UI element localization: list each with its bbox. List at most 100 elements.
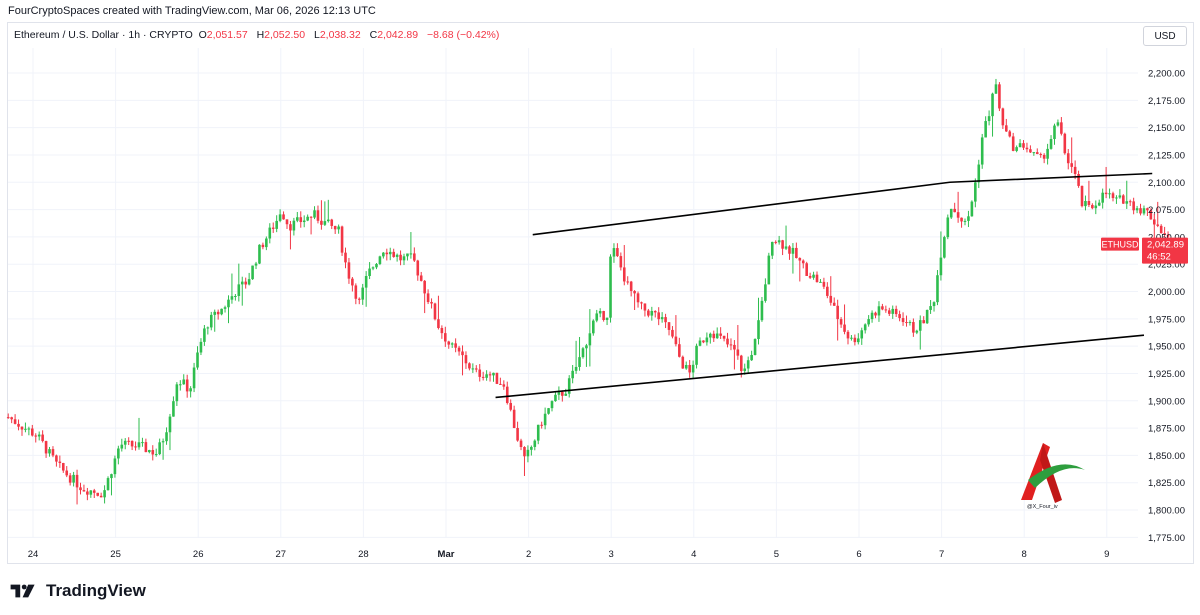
candle-body bbox=[826, 286, 829, 296]
candle-body bbox=[378, 256, 382, 264]
candle-body bbox=[1111, 193, 1115, 199]
candle-body bbox=[1066, 153, 1070, 164]
price-tick-label: 1,925.00 bbox=[1148, 369, 1185, 380]
candle-body bbox=[636, 293, 640, 303]
candle-body bbox=[760, 300, 764, 321]
candle-body bbox=[557, 391, 561, 395]
candle-body bbox=[261, 244, 265, 248]
candle-body bbox=[650, 310, 654, 316]
candle-body bbox=[478, 369, 482, 377]
candle-body bbox=[316, 210, 320, 221]
candle-body bbox=[516, 427, 519, 441]
candle-body bbox=[567, 378, 571, 394]
low-value: 2,038.32 bbox=[319, 29, 361, 41]
candle-body bbox=[282, 214, 285, 220]
candle-body bbox=[275, 220, 278, 229]
candle-body bbox=[509, 402, 513, 410]
candle-body bbox=[41, 434, 44, 442]
candle-body bbox=[151, 450, 155, 455]
candle-body bbox=[251, 265, 254, 280]
candle-body bbox=[698, 340, 702, 346]
candle-body bbox=[437, 319, 440, 328]
price-tick-label: 1,950.00 bbox=[1148, 342, 1185, 353]
candle-body bbox=[626, 281, 630, 283]
candle-body bbox=[805, 263, 808, 276]
candle-body bbox=[1125, 201, 1129, 204]
candle-body bbox=[426, 293, 430, 303]
candle-body bbox=[750, 354, 753, 361]
candle-body bbox=[1029, 149, 1032, 153]
candle-body bbox=[179, 384, 182, 386]
candle-body bbox=[1159, 225, 1163, 234]
candle-body bbox=[753, 339, 757, 355]
candle-body bbox=[678, 344, 681, 357]
candle-body bbox=[836, 305, 839, 320]
trendline-lower-channel bbox=[495, 334, 1145, 399]
candle-body bbox=[798, 258, 802, 261]
candles bbox=[6, 78, 1170, 505]
time-axis: 24 25 26 27 28 Mar 2 3 4 5 6 7 8 9 bbox=[28, 549, 1110, 560]
candle-body bbox=[629, 281, 633, 292]
candle-body bbox=[265, 238, 268, 248]
candle-body bbox=[743, 368, 747, 372]
candle-body bbox=[705, 337, 709, 343]
candle-body bbox=[991, 93, 994, 117]
candle-body bbox=[581, 348, 585, 358]
time-tick-label: 3 bbox=[609, 549, 614, 560]
candle-body bbox=[488, 374, 492, 376]
candle-body bbox=[268, 227, 272, 239]
candle-body bbox=[185, 379, 189, 392]
candle-body bbox=[715, 333, 719, 339]
candle-body bbox=[1049, 139, 1053, 149]
candle-body bbox=[1005, 125, 1008, 132]
candle-body bbox=[203, 328, 206, 342]
time-tick-label: Mar bbox=[438, 549, 455, 560]
candle-body bbox=[746, 360, 750, 369]
candle-body bbox=[1128, 201, 1132, 203]
candle-body bbox=[17, 423, 20, 427]
close-value: 2,042.89 bbox=[377, 29, 419, 41]
price-tick-label: 2,100.00 bbox=[1148, 178, 1185, 189]
candle-body bbox=[395, 254, 399, 257]
price-tick-label: 2,075.00 bbox=[1148, 205, 1185, 216]
candle-body bbox=[1152, 219, 1156, 225]
brand-name: TradingView bbox=[46, 581, 146, 600]
candle-body bbox=[795, 247, 798, 259]
candle-body bbox=[588, 333, 592, 346]
candle-body bbox=[299, 217, 303, 223]
candle-body bbox=[1156, 224, 1160, 226]
candle-body bbox=[1035, 152, 1039, 155]
candle-body bbox=[1077, 174, 1080, 186]
ohlc-legend: Ethereum / U.S. Dollar · 1h · CRYPTO O2,… bbox=[14, 27, 505, 43]
currency-button[interactable]: USD bbox=[1143, 26, 1187, 46]
candle-body bbox=[117, 448, 120, 459]
candle-body bbox=[908, 322, 912, 324]
candle-body bbox=[289, 224, 292, 231]
candle-body bbox=[960, 217, 963, 222]
candle-body bbox=[881, 306, 884, 310]
candle-body bbox=[313, 210, 316, 218]
candle-body bbox=[967, 216, 970, 221]
time-tick-label: 26 bbox=[193, 549, 204, 560]
grid bbox=[8, 48, 1138, 538]
trendlines bbox=[495, 172, 1153, 399]
price-tag-countdown: 46:52 bbox=[1147, 252, 1171, 263]
candle-body bbox=[385, 252, 389, 255]
candle-body bbox=[141, 442, 144, 444]
price-tick-label: 2,125.00 bbox=[1148, 150, 1185, 161]
tradingview-brand[interactable]: TradingView bbox=[10, 580, 146, 602]
candle-body bbox=[368, 268, 371, 277]
candle-body bbox=[244, 281, 247, 285]
candle-body bbox=[1060, 122, 1063, 134]
candle-body bbox=[223, 307, 227, 309]
candle-body bbox=[523, 446, 526, 457]
candle-body bbox=[722, 335, 726, 339]
time-tick-label: 5 bbox=[774, 549, 779, 560]
time-tick-label: 27 bbox=[276, 549, 287, 560]
candle-body bbox=[1022, 143, 1025, 148]
candle-body bbox=[79, 487, 82, 491]
candle-body bbox=[326, 219, 330, 222]
candle-body bbox=[10, 417, 13, 420]
candle-body bbox=[543, 413, 547, 426]
